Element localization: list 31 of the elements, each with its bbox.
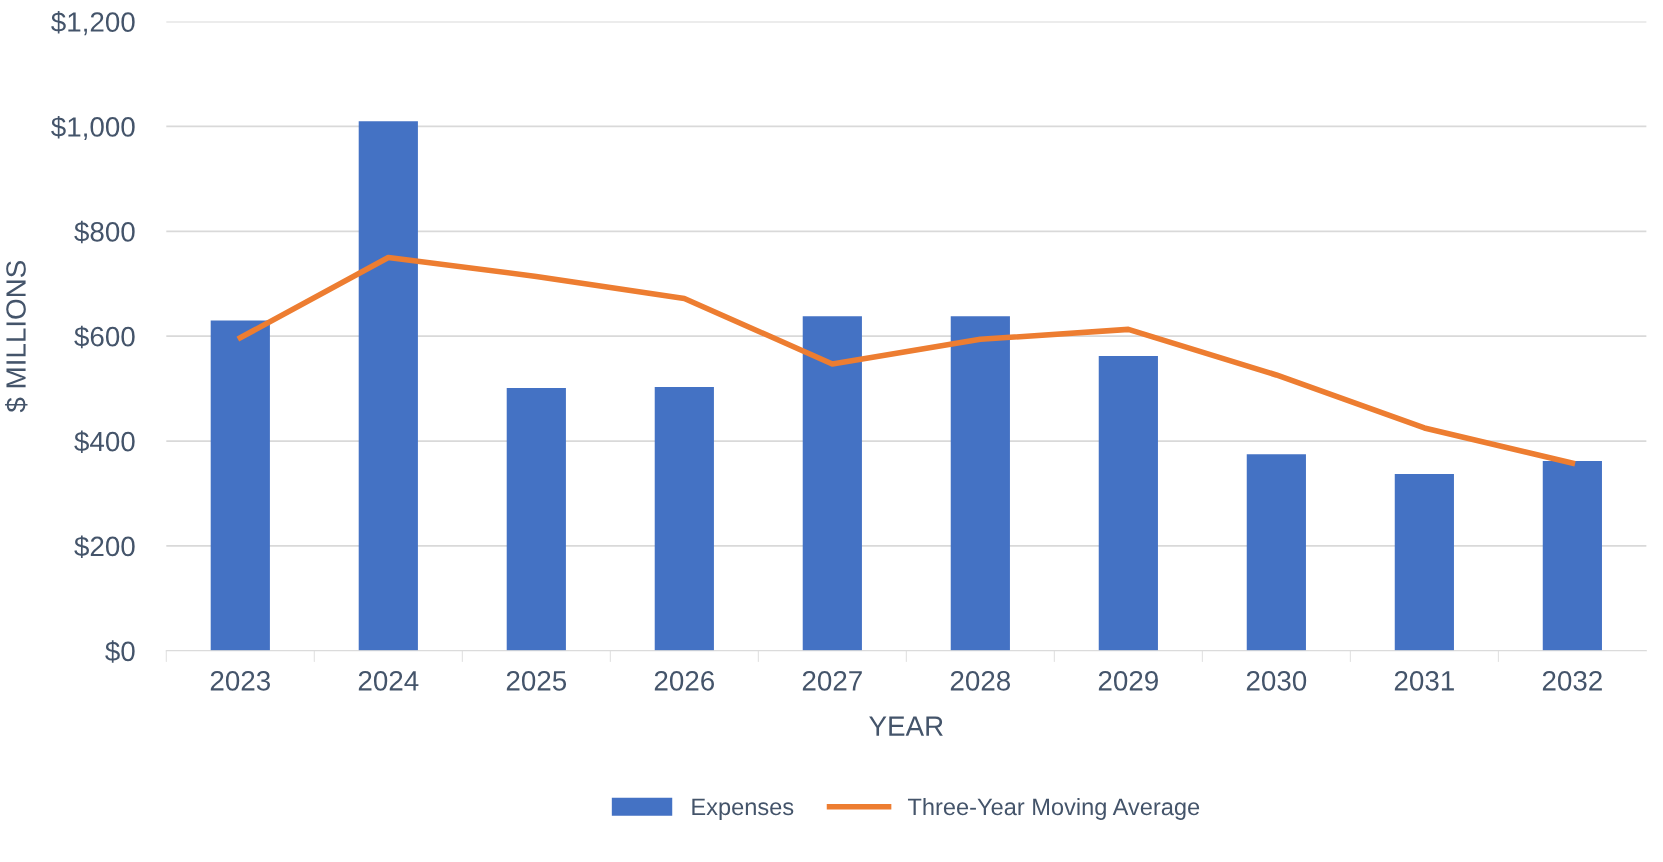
bar (358, 121, 418, 651)
bar (1246, 454, 1306, 651)
x-tick-label: 2023 (210, 670, 270, 691)
x-tick-label: 2027 (802, 670, 862, 691)
x-tick-label: 2028 (950, 670, 1011, 691)
x-tick-label: 2029 (1098, 670, 1158, 691)
y-tick-label: $0 (105, 640, 135, 663)
bar (950, 316, 1010, 651)
x-tick-label: 2026 (654, 670, 714, 691)
x-tick-label: 2032 (1542, 670, 1602, 691)
y-tick-label: $1,000 (51, 115, 135, 141)
bar (1394, 474, 1454, 651)
bar (654, 387, 714, 651)
x-tick-label: 2024 (358, 670, 419, 691)
legend-label: Three-Year Moving Average (907, 797, 1200, 820)
y-tick-label: $400 (74, 430, 135, 454)
y-tick-label: $1,200 (51, 11, 135, 36)
x-tick-label: 2025 (506, 670, 567, 691)
y-axis-title: $ MILLIONS (5, 261, 28, 413)
bar (506, 388, 566, 651)
bar (802, 316, 862, 651)
bar (210, 320, 270, 651)
x-axis-title: YEAR (869, 716, 943, 736)
bar (1542, 460, 1602, 651)
x-tick-label: 2030 (1246, 670, 1307, 691)
y-tick-label: $600 (74, 325, 135, 349)
x-tick-label: 2031 (1394, 670, 1454, 691)
legend-label: Expenses (692, 798, 794, 820)
bar (1098, 356, 1158, 651)
y-tick-label: $800 (74, 220, 135, 244)
y-tick-label: $200 (74, 535, 135, 558)
